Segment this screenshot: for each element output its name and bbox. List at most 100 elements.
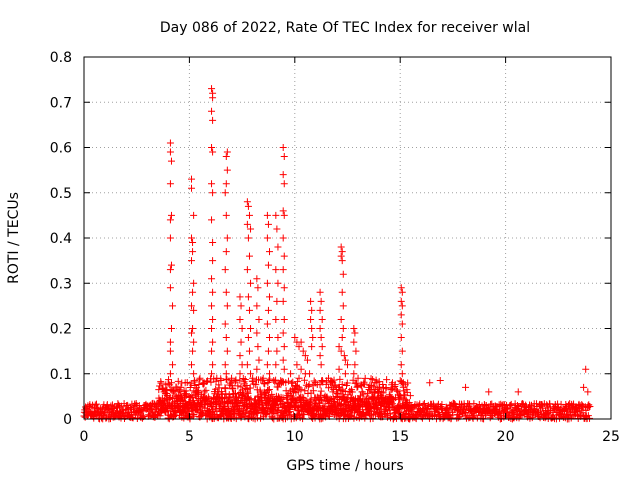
- data-point: [264, 306, 272, 314]
- data-point: [209, 239, 217, 247]
- data-point: [200, 379, 208, 387]
- data-point: [317, 396, 325, 404]
- data-point: [340, 352, 348, 360]
- data-point: [188, 234, 196, 242]
- data-point: [306, 370, 314, 378]
- data-point: [316, 325, 324, 332]
- data-point: [354, 374, 362, 382]
- data-point: [186, 383, 194, 391]
- data-point: [470, 400, 478, 408]
- data-point: [300, 411, 308, 419]
- data-point: [166, 139, 174, 147]
- data-point: [223, 166, 231, 174]
- data-point: [353, 383, 361, 391]
- data-point: [189, 325, 197, 332]
- data-point: [280, 252, 288, 260]
- data-point: [174, 377, 182, 385]
- data-point: [335, 343, 343, 351]
- data-point: [189, 239, 197, 247]
- data-point: [398, 320, 406, 328]
- data-point: [188, 394, 196, 402]
- data-point: [274, 243, 282, 251]
- data-point: [166, 266, 174, 274]
- data-point: [279, 394, 287, 402]
- x-tick-label: 25: [602, 429, 620, 445]
- data-point: [358, 388, 366, 396]
- data-point: [272, 361, 280, 369]
- data-point: [310, 377, 318, 385]
- y-axis-label: ROTI / TECUs: [6, 192, 22, 284]
- data-point: [274, 279, 282, 287]
- data-point: [397, 297, 405, 305]
- data-point: [238, 325, 246, 332]
- data-point: [586, 402, 594, 410]
- data-point: [375, 383, 383, 391]
- data-point: [249, 374, 257, 382]
- data-point: [350, 370, 358, 378]
- data-point: [280, 315, 288, 323]
- data-point: [255, 315, 263, 323]
- data-point: [221, 266, 229, 274]
- data-point: [189, 248, 197, 256]
- data-point: [245, 347, 253, 355]
- data-point: [280, 284, 288, 292]
- data-point: [415, 402, 423, 410]
- data-point: [462, 383, 470, 391]
- data-point: [222, 153, 230, 161]
- data-point: [223, 376, 231, 384]
- y-axis-ticks: 0 0.1 0.2 0.3 0.4 0.5 0.6 0.7 0.8: [50, 50, 611, 428]
- data-point: [351, 361, 359, 369]
- data-point: [400, 387, 408, 395]
- data-point: [167, 379, 175, 387]
- x-axis-label: GPS time / hours: [286, 458, 403, 474]
- data-point: [208, 107, 216, 115]
- data-point: [209, 148, 217, 156]
- data-point: [279, 234, 287, 242]
- data-point: [209, 189, 217, 197]
- data-point: [426, 379, 434, 387]
- data-point: [299, 347, 307, 355]
- data-point: [295, 343, 303, 351]
- data-point: [166, 180, 174, 188]
- data-point: [305, 380, 313, 388]
- data-point: [190, 306, 198, 314]
- data-point: [264, 386, 272, 394]
- data-point: [167, 325, 175, 332]
- data-point: [397, 334, 405, 342]
- data-point: [272, 315, 280, 323]
- data-point: [222, 180, 230, 188]
- data-point: [209, 257, 217, 265]
- data-point: [301, 352, 309, 360]
- data-point: [223, 234, 231, 242]
- data-point: [166, 370, 174, 378]
- data-point: [221, 320, 229, 328]
- data-point: [242, 382, 250, 390]
- data-point: [274, 334, 282, 342]
- data-point: [436, 377, 444, 385]
- data-point: [279, 297, 287, 305]
- data-point: [186, 414, 194, 422]
- data-point: [236, 315, 244, 323]
- data-point: [272, 211, 280, 219]
- data-point: [319, 378, 327, 386]
- data-point: [376, 409, 384, 417]
- data-point: [274, 383, 282, 391]
- data-point: [222, 211, 230, 219]
- data-point: [243, 361, 251, 369]
- data-point: [259, 374, 267, 382]
- data-point: [386, 392, 394, 400]
- data-point: [244, 293, 252, 301]
- data-point: [337, 315, 345, 323]
- data-point: [273, 347, 281, 355]
- data-point: [303, 356, 311, 364]
- data-point: [485, 388, 493, 396]
- data-point: [243, 220, 251, 228]
- data-point: [280, 180, 288, 188]
- y-tick-label: 0.1: [50, 367, 72, 383]
- data-point: [243, 198, 251, 206]
- data-point: [308, 306, 316, 314]
- data-point: [291, 334, 299, 342]
- data-point: [190, 370, 198, 378]
- data-point: [266, 293, 274, 301]
- data-point: [188, 257, 196, 265]
